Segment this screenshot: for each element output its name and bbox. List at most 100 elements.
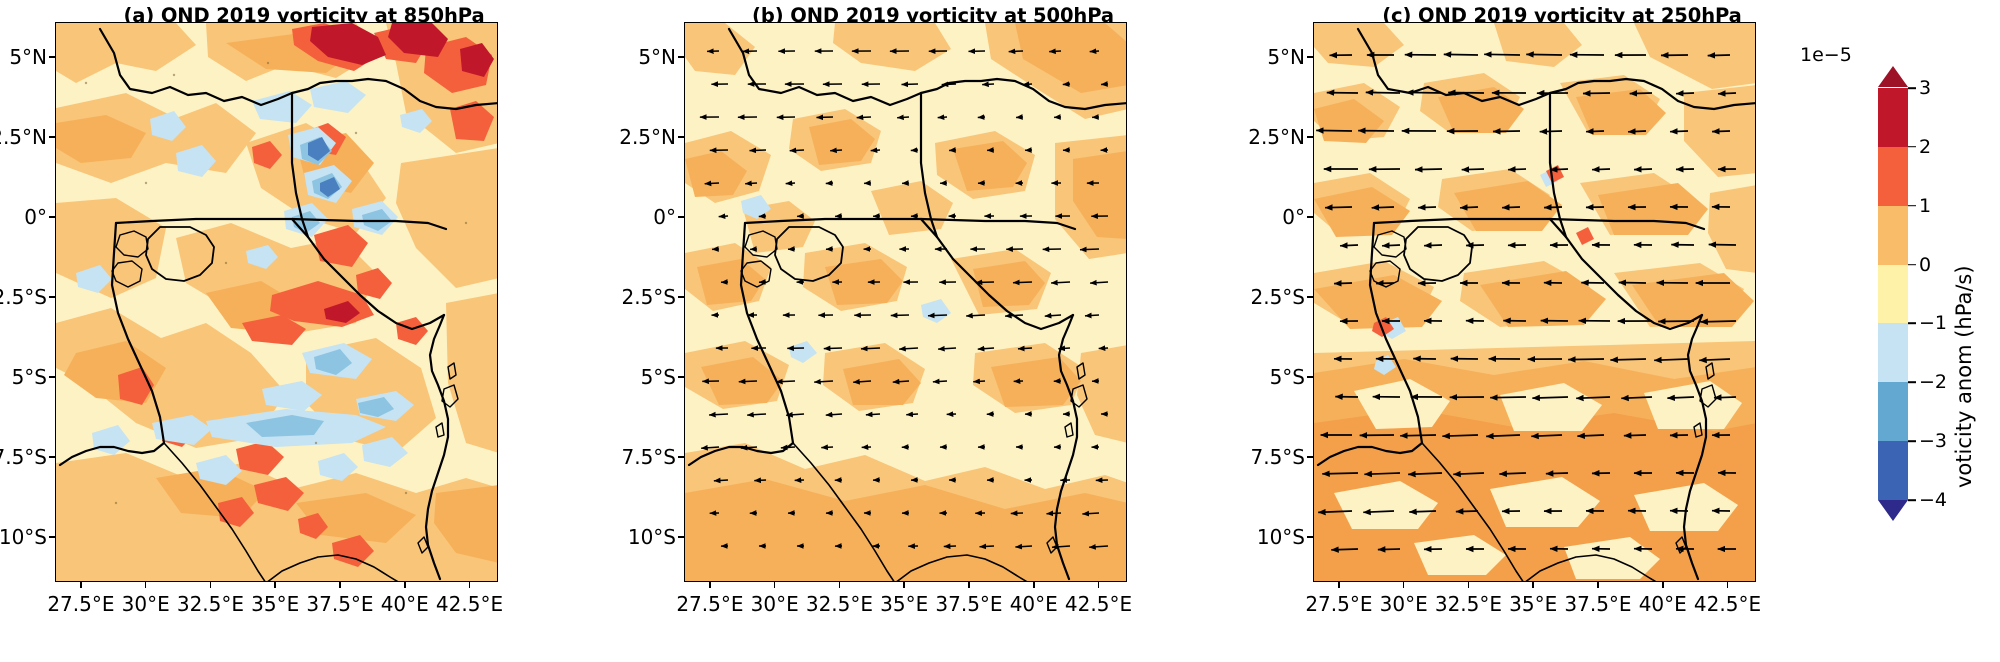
wind-vector bbox=[746, 411, 767, 418]
wind-vector bbox=[1012, 279, 1033, 286]
wind-vector bbox=[1004, 312, 1024, 319]
xtick-mark bbox=[1402, 582, 1405, 588]
wind-vector bbox=[1407, 470, 1443, 478]
wind-vector bbox=[973, 378, 986, 385]
xtick-label-panel-c: 32.5°E bbox=[1434, 592, 1503, 616]
wind-vector bbox=[1051, 543, 1071, 550]
wind-vector bbox=[1653, 356, 1689, 364]
xtick-mark bbox=[838, 582, 841, 588]
wind-vector bbox=[865, 411, 881, 418]
colorbar-tick-0: 3 bbox=[1908, 77, 1931, 99]
wind-vector bbox=[1485, 432, 1521, 440]
wind-vector bbox=[1321, 470, 1359, 477]
wind-vector bbox=[1698, 356, 1731, 364]
xtick-label-panel-a: 35°E bbox=[251, 592, 300, 616]
panel-a-title: (a) OND 2019 vorticity at 850hPa bbox=[123, 4, 485, 27]
wind-vector bbox=[1618, 279, 1647, 286]
xtick-label-panel-b: 40°E bbox=[1009, 592, 1058, 616]
wind-vector bbox=[1315, 127, 1353, 134]
wind-vector bbox=[704, 180, 720, 187]
wind-vector bbox=[775, 378, 796, 385]
xtick-mark bbox=[1726, 582, 1729, 588]
panel-a-map[interactable] bbox=[55, 22, 498, 582]
ytick-label-panel-c: 2.5°S bbox=[1250, 285, 1305, 310]
wind-vector bbox=[1620, 394, 1653, 402]
wind-vector bbox=[898, 345, 919, 352]
colorbar-tick-1: 2 bbox=[1908, 136, 1931, 158]
wind-vector bbox=[1098, 345, 1109, 351]
wind-vector bbox=[1461, 166, 1485, 173]
ytick-label-panel-b: 10°S bbox=[627, 525, 676, 550]
xtick-label-panel-a: 30°E bbox=[121, 592, 170, 616]
wind-vector bbox=[749, 147, 767, 154]
wind-vector bbox=[1317, 508, 1353, 516]
wind-vector bbox=[943, 543, 957, 550]
colorbar-band-3 bbox=[1878, 264, 1908, 324]
wind-vector bbox=[1377, 546, 1401, 553]
wind-vector bbox=[1339, 242, 1359, 249]
colorbar-label: voticity anom (hPa/s) bbox=[1952, 265, 1976, 488]
wind-vector bbox=[1577, 432, 1605, 440]
wind-vector bbox=[758, 213, 767, 219]
wind-vector bbox=[1545, 470, 1569, 477]
xtick-mark bbox=[1661, 582, 1664, 588]
wind-vector bbox=[1443, 51, 1479, 58]
xtick-label-panel-a: 40°E bbox=[380, 592, 429, 616]
colorbar-tick-6: −3 bbox=[1908, 430, 1947, 452]
ytick-mark bbox=[678, 136, 684, 138]
wind-vector bbox=[1333, 280, 1353, 287]
wind-vector bbox=[1324, 204, 1353, 211]
wind-vector bbox=[1507, 166, 1527, 173]
wind-vector bbox=[1017, 345, 1033, 352]
wind-vector bbox=[892, 378, 910, 385]
colorbar-tick-4: −1 bbox=[1908, 312, 1947, 334]
wind-vector bbox=[1452, 470, 1485, 478]
ytick-label-panel-c: 5°S bbox=[1269, 365, 1305, 390]
xtick-mark bbox=[80, 582, 82, 588]
xtick-label-panel-c: 30°E bbox=[1379, 592, 1428, 616]
ytick-label-panel-a: 7.5°S bbox=[0, 445, 47, 470]
panel-a: (a) OND 2019 vorticity at 850hPa bbox=[0, 0, 629, 662]
colorbar-tick-2: 1 bbox=[1908, 195, 1931, 217]
wind-vector bbox=[1455, 508, 1479, 515]
ytick-label-panel-a: 10°S bbox=[0, 525, 47, 550]
wind-vector bbox=[906, 411, 919, 418]
xtick-label-panel-c: 42.5°E bbox=[1693, 592, 1762, 616]
ytick-label-panel-b: 2.5°N bbox=[619, 125, 676, 150]
wind-vector bbox=[740, 444, 758, 451]
xtick-mark bbox=[1032, 582, 1035, 588]
wind-vector bbox=[1717, 90, 1737, 97]
ytick-mark bbox=[49, 456, 55, 458]
ytick-label-panel-c: 5°N bbox=[1267, 45, 1305, 70]
wind-vector bbox=[789, 147, 805, 154]
wind-vector bbox=[829, 147, 843, 154]
wind-vector bbox=[910, 147, 919, 153]
colorbar-tick-7: −4 bbox=[1908, 489, 1947, 511]
wind-vector bbox=[932, 378, 948, 385]
ytick-mark bbox=[49, 296, 55, 298]
wind-vector bbox=[1375, 280, 1395, 287]
wind-vector bbox=[1408, 508, 1437, 515]
wind-vector bbox=[821, 444, 834, 451]
wind-vector bbox=[901, 81, 919, 88]
wind-vector bbox=[1713, 394, 1737, 401]
wind-vector bbox=[744, 180, 758, 187]
wind-vector bbox=[977, 345, 995, 352]
wind-vector bbox=[852, 378, 872, 385]
wind-vector bbox=[1492, 128, 1521, 135]
ytick-label-panel-c: 10°S bbox=[1256, 525, 1305, 550]
panel-c: (c) OND 2019 vorticity at 250hPa bbox=[1258, 0, 1887, 662]
wind-vector bbox=[1657, 318, 1695, 325]
panel-c-svg bbox=[1314, 23, 1755, 581]
panel-b-map[interactable] bbox=[684, 22, 1127, 582]
wind-vector bbox=[1575, 394, 1611, 402]
ytick-label-panel-a: 5°N bbox=[9, 45, 47, 70]
xtick-label-panel-b: 37.5°E bbox=[935, 592, 1003, 616]
wind-vector bbox=[1629, 90, 1653, 97]
ytick-mark bbox=[1307, 456, 1313, 458]
xtick-mark bbox=[709, 582, 711, 588]
wind-vector bbox=[1465, 242, 1485, 249]
xtick-mark bbox=[468, 582, 471, 588]
panel-c-map[interactable] bbox=[1313, 22, 1756, 582]
wind-vector bbox=[965, 312, 986, 319]
